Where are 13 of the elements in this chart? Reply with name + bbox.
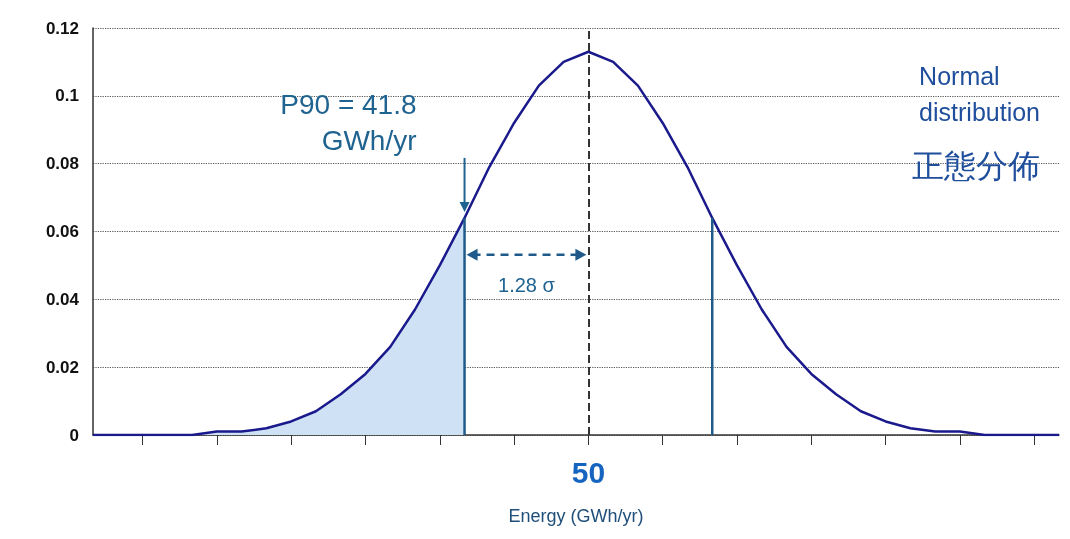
y-tick-label: 0.04 bbox=[45, 289, 80, 309]
annotation: 1.28 σ bbox=[498, 273, 556, 296]
annotation: Normal distribution bbox=[919, 62, 1041, 126]
y-tick-label: 0.12 bbox=[45, 18, 79, 38]
annotation: 正態分佈 bbox=[912, 147, 1040, 185]
y-tick-label: 0.06 bbox=[45, 222, 79, 241]
y-tick-label: 0.08 bbox=[45, 154, 79, 174]
annotation: P90 = 41.8 GWh/yr bbox=[280, 89, 417, 157]
x-axis-title: Energy (GWh/yr) bbox=[508, 506, 644, 526]
y-tick-label: 0 bbox=[69, 425, 79, 445]
x-tick-label: 50 bbox=[571, 455, 606, 489]
y-tick-label: 0.1 bbox=[55, 86, 79, 106]
y-tick-label: 0.02 bbox=[45, 357, 79, 377]
